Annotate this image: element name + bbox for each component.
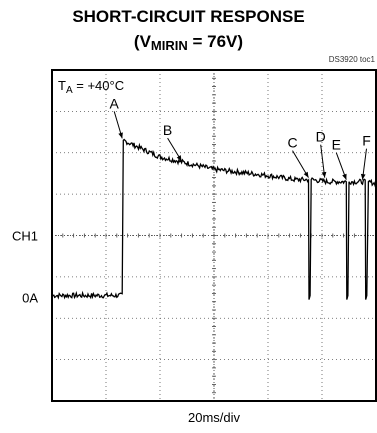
annotation-arrowhead-f: [360, 173, 366, 180]
cond-suffix: = +40°C: [73, 78, 124, 93]
temperature-condition: TA = +40°C: [58, 78, 124, 96]
document-id: DS3920 toc1: [328, 55, 375, 64]
title-v-suffix: = 76V): [187, 32, 244, 51]
annotation-arrowhead-e: [342, 173, 347, 180]
annotation-label-d: D: [316, 129, 326, 145]
ch1-label: CH1: [12, 229, 38, 244]
plot-frame: [51, 69, 377, 402]
chart-title-line2: (VMIRIN = 76V): [0, 32, 377, 53]
annotation-label-b: B: [163, 122, 172, 138]
annotation-arrowhead-c: [303, 171, 309, 178]
annotation-label-a: A: [110, 95, 120, 111]
annotation-arrowhead-d: [321, 171, 327, 178]
annotation-label-f: F: [362, 133, 371, 149]
title-v-prefix: (V: [133, 32, 151, 51]
chart-title-line1: SHORT-CIRCUIT RESPONSE: [72, 7, 305, 26]
cond-subscript: A: [66, 85, 73, 96]
grid: [51, 69, 377, 402]
annotation-arrowhead-a: [118, 132, 123, 139]
zero-amp-label: 0A: [22, 291, 38, 306]
ch1-trace: [52, 138, 377, 300]
cond-prefix: T: [58, 78, 66, 93]
x-axis-label: 20ms/div: [188, 410, 241, 425]
title-v-subscript: MIRIN: [150, 38, 188, 53]
annotation-label-c: C: [287, 135, 297, 151]
annotation-arrow-d: [320, 144, 326, 178]
annotation-arrowhead-b: [176, 155, 182, 162]
annotation-label-e: E: [332, 137, 341, 153]
annotations: A B C DE F: [110, 95, 371, 180]
